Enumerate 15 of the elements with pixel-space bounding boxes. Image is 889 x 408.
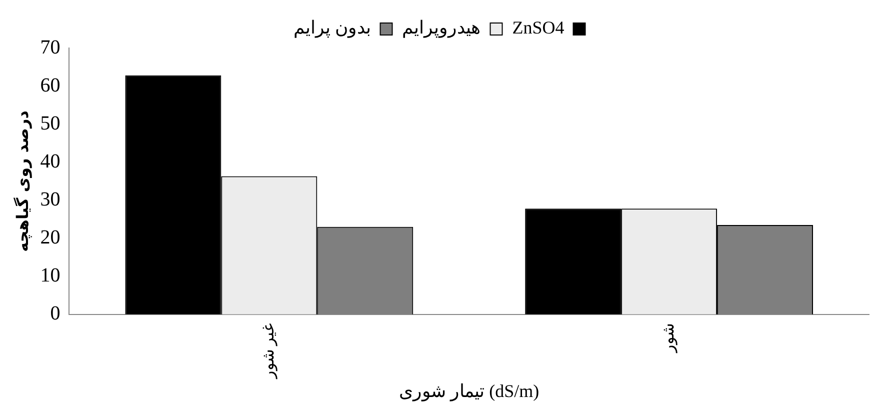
y-tick-label: 50 (40, 112, 60, 134)
y-axis-title: درصد روی گیاهچه (12, 110, 32, 252)
x-axis-title: تیمار شوری (dS/m) (399, 380, 540, 402)
y-tick-label: 10 (40, 264, 60, 287)
y-tick-label: 40 (40, 150, 60, 172)
x-tick-label: شور (660, 323, 678, 354)
x-tick-label: غیر شور (260, 323, 278, 380)
y-tick-label: 30 (40, 188, 60, 210)
y-tick-label: 0 (50, 302, 60, 325)
y-tick-label: 60 (40, 74, 60, 96)
y-tick-label: 70 (40, 36, 60, 58)
y-tick-label: 20 (40, 226, 60, 249)
legend-label: هیدروپرایم (402, 18, 482, 39)
legend-label: ZnSO4 (512, 18, 564, 38)
legend-label: بدون پرایم (294, 18, 372, 39)
